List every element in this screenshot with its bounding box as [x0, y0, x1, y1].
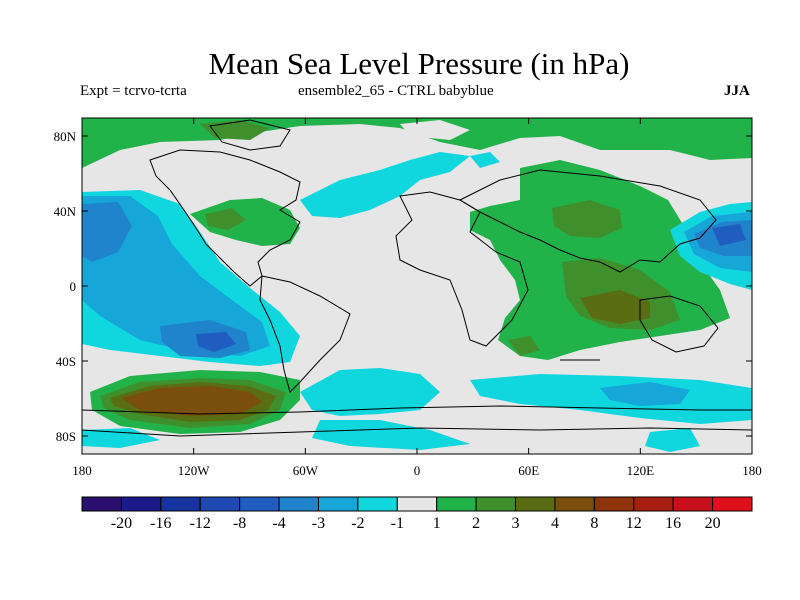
latitude-ticks: 80N 40N 0 40S 80S	[54, 129, 752, 444]
south-atlantic-negative	[300, 368, 440, 416]
colorbar-label: 2	[472, 515, 480, 532]
colorbar-box	[199, 496, 241, 512]
colorbar-box	[278, 496, 319, 512]
colorbar-box	[475, 496, 517, 512]
lon-tick-label: 120E	[627, 463, 655, 478]
lon-tick-label: 120W	[178, 463, 211, 478]
southern-ocean-negative-a	[312, 420, 470, 450]
colorbar-label: 1	[433, 515, 441, 532]
lat-tick-label: 80N	[54, 129, 77, 144]
lon-tick-label: 60E	[518, 463, 539, 478]
chart-title: Mean Sea Level Pressure (in hPa)	[208, 46, 630, 81]
colorbar-box	[120, 496, 162, 512]
colorbar-label: 4	[551, 515, 559, 532]
colorbar-label: 12	[626, 515, 642, 532]
south-pacific-positive-core	[122, 386, 262, 416]
colorbar-box	[436, 496, 477, 512]
colorbar-box	[712, 496, 753, 512]
indian-ocean-positive-core	[580, 290, 650, 324]
lat-tick-label: 40N	[54, 204, 77, 219]
lat-tick-label: 0	[70, 279, 77, 294]
season-label: JJA	[724, 83, 750, 99]
colorbar-boxes	[81, 496, 753, 512]
north-america-positive	[190, 198, 300, 246]
south-pacific-negative-center	[196, 332, 236, 352]
colorbar-box	[81, 496, 122, 512]
colorbar-label: -3	[312, 515, 325, 532]
colorbar-label: 20	[705, 515, 721, 532]
colorbar-box	[554, 496, 595, 512]
colorbar-label: -4	[272, 515, 285, 532]
lon-tick-label: 180	[742, 463, 762, 478]
north-atlantic-negative	[300, 152, 470, 218]
colorbar-box	[396, 496, 438, 512]
colorbar-label: -8	[233, 515, 246, 532]
colorbar-label: 3	[512, 515, 520, 532]
experiment-label: Expt = tcrvo-tcrta	[80, 83, 187, 99]
central-asia-positive	[552, 200, 622, 238]
lon-tick-label: 60W	[293, 463, 319, 478]
colorbar-box	[593, 496, 635, 512]
colorbar-label: 16	[665, 515, 681, 532]
arctic-neutral-patch	[400, 120, 470, 140]
colorbar-box	[317, 496, 359, 512]
colorbar-box	[160, 496, 201, 512]
lon-tick-label: 0	[414, 463, 421, 478]
west-pacific-negative-center	[712, 224, 746, 246]
coastlines	[82, 119, 752, 437]
colorbar-box	[239, 496, 280, 512]
south-africa-positive-core	[508, 336, 540, 356]
scandinavia-negative	[470, 152, 500, 168]
lon-tick-label: 180	[72, 463, 92, 478]
colorbar-label: -2	[351, 515, 364, 532]
longitude-ticks: 180 120W 60W 0 60E 120E 180	[72, 118, 762, 478]
colorbar-box	[672, 496, 714, 512]
southern-ocean-negative-core	[600, 382, 690, 406]
antarctic-negative-west	[82, 428, 160, 448]
colorbar-box	[633, 496, 674, 512]
north-america-positive-core	[205, 208, 246, 230]
map-field	[82, 118, 752, 454]
colorbar-label: -20	[111, 515, 132, 532]
colorbar-label: -12	[190, 515, 211, 532]
colorbar-box	[357, 496, 398, 512]
colorbar-label: -16	[150, 515, 171, 532]
colorbar-label: 8	[590, 515, 598, 532]
ensemble-label: ensemble2_65 - CTRL babyblue	[298, 83, 494, 99]
pacific-negative-mid	[82, 196, 270, 356]
colorbar-box	[515, 496, 556, 512]
colorbar-labels: -20 -16 -12 -8 -4 -3 -2 -1 1 2 3 4 8 12 16 20	[111, 515, 721, 532]
antarctic-negative	[645, 428, 700, 452]
lat-tick-label: 40S	[56, 354, 76, 369]
lat-tick-label: 80S	[56, 429, 76, 444]
colorbar-label: -1	[391, 515, 404, 532]
north-pacific-negative-core	[82, 202, 132, 262]
